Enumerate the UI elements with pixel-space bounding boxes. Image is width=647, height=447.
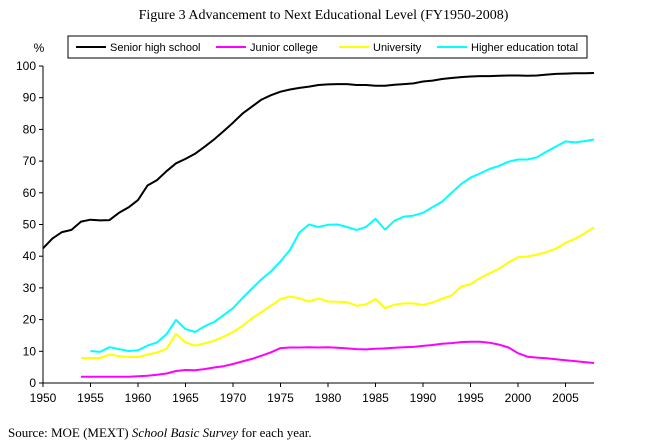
y-tick-label: 100 (16, 59, 36, 73)
y-tick-label: 70 (23, 154, 37, 168)
x-tick-label: 1985 (362, 391, 389, 405)
y-tick-label: 80 (23, 122, 37, 136)
chart-title: Figure 3 Advancement to Next Educational… (138, 8, 509, 23)
chart-legend: Senior high school Junior college Universi… (67, 35, 588, 59)
line-chart: 0 10 20 30 40 50 60 70 80 90 100 1950 1955 1960 1965 19… (16, 35, 595, 405)
x-tick-label: 1950 (30, 391, 57, 405)
legend-label: Higher education total (471, 42, 578, 54)
y-tick-label: 20 (23, 313, 37, 327)
x-tick-label: 1970 (220, 391, 247, 405)
x-tick-label: 1955 (77, 391, 104, 405)
x-tick-label: 2000 (505, 391, 532, 405)
x-tick-label: 1980 (315, 391, 342, 405)
series-line-university (81, 226, 595, 359)
x-tick-label: 1965 (172, 391, 199, 405)
y-tick-label: 90 (23, 91, 37, 105)
x-tick-label: 1990 (410, 391, 437, 405)
x-tick-label: 2005 (552, 391, 579, 405)
legend-label: Junior college (250, 42, 318, 54)
x-tick-label: 1975 (267, 391, 294, 405)
series-line-junior-college (81, 340, 595, 378)
x-tick-label: 1960 (125, 391, 152, 405)
y-tick-label: 40 (23, 249, 37, 263)
source-suffix: for each year. (237, 425, 312, 440)
chart-lines (42, 72, 595, 378)
series-line-higher-education-total (90, 138, 595, 353)
legend-label: Senior high school (110, 42, 201, 54)
y-axis-label: % (34, 41, 45, 55)
y-tick-label: 30 (23, 281, 37, 295)
y-tick-label: 60 (23, 186, 37, 200)
chart-axes: 0 10 20 30 40 50 60 70 80 90 100 1950 1955 1960 1965 19… (16, 41, 594, 405)
x-tick-label: 1995 (457, 391, 484, 405)
y-tick-label: 50 (23, 218, 37, 232)
source-survey-name: School Basic Survey (131, 425, 238, 440)
y-tick-label: 0 (29, 376, 36, 390)
source-note: Source: MOE (MEXT) School Basic Survey f… (8, 425, 312, 441)
legend-box (67, 35, 588, 59)
y-tick-label: 10 (23, 344, 37, 358)
series-line-senior-high-school (42, 72, 595, 249)
source-prefix: Source: MOE (MEXT) (8, 425, 132, 440)
legend-label: University (373, 42, 422, 54)
